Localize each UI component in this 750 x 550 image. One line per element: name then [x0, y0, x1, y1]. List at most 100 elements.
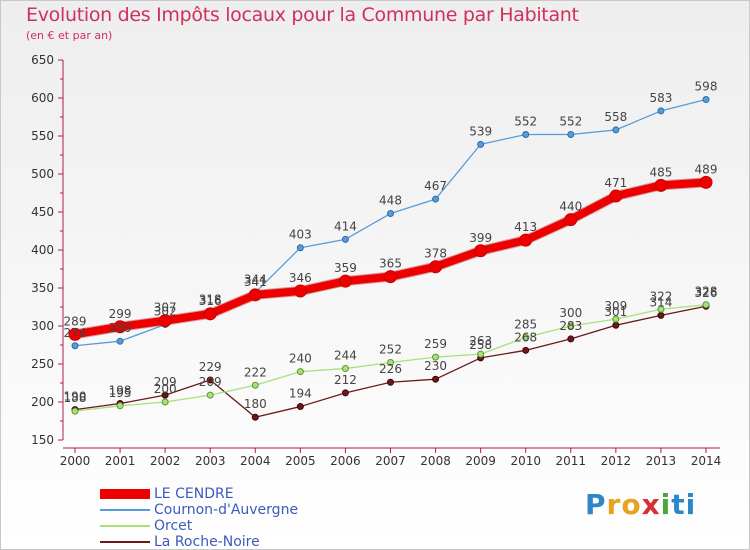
data-point-cournon-d-auvergne [522, 130, 530, 138]
legend-label-le-cendre: LE CENDRE [154, 486, 234, 502]
data-label-orcet: 263 [469, 334, 492, 348]
data-point-la-roche-noire [251, 413, 259, 421]
data-label-cournon-d-auvergne: 414 [334, 219, 357, 233]
logo-letter: x [641, 488, 661, 521]
chart-subtitle: (en € et par an) [26, 29, 113, 42]
data-label-orcet: 209 [199, 375, 222, 389]
x-tick-label: 2010 [510, 454, 541, 468]
data-label-la-roche-noire: 301 [604, 305, 627, 319]
proxiti-logo: Proxiti [585, 488, 696, 521]
x-axis: 2000 2001 2002 2003 2004 2005 2006 2007 2008 2009… [60, 447, 722, 468]
x-tick-label: 2001 [105, 454, 136, 468]
data-point-orcet [432, 353, 440, 361]
data-label-la-roche-noire: 229 [199, 360, 222, 374]
data-point-le-cendre [248, 288, 262, 302]
x-tick-label: 2007 [375, 454, 406, 468]
data-label-cournon-d-auvergne: 552 [514, 114, 537, 128]
data-label-cournon-d-auvergne: 274 [64, 326, 87, 340]
data-point-orcet [567, 322, 575, 330]
data-label-la-roche-noire: 198 [109, 384, 132, 398]
data-point-orcet [612, 315, 620, 323]
data-label-le-cendre: 299 [109, 307, 132, 321]
data-label-cournon-d-auvergne: 344 [244, 273, 267, 287]
data-label-cournon-d-auvergne: 302 [154, 304, 177, 318]
data-point-cournon-d-auvergne [116, 337, 124, 345]
data-label-la-roche-noire: 326 [695, 286, 718, 300]
data-point-orcet [522, 333, 530, 341]
data-label-cournon-d-auvergne: 558 [604, 110, 627, 124]
data-label-le-cendre: 359 [334, 261, 357, 275]
x-tick-label: 2008 [420, 454, 451, 468]
data-label-le-cendre: 307 [154, 301, 177, 315]
logo-letter: r [606, 488, 622, 521]
data-label-orcet: 259 [424, 337, 447, 351]
data-label-orcet: 309 [604, 299, 627, 313]
legend-label-la-roche-noire: La Roche-Noire [154, 534, 260, 550]
x-tick-label: 2003 [195, 454, 226, 468]
data-label-le-cendre: 440 [559, 200, 582, 214]
data-label-la-roche-noire: 212 [334, 373, 357, 387]
data-label-cournon-d-auvergne: 280 [109, 321, 132, 335]
data-point-orcet [387, 358, 394, 366]
data-point-cournon-d-auvergne [657, 107, 665, 115]
data-label-orcet: 252 [379, 342, 402, 356]
data-point-le-cendre [429, 260, 443, 274]
data-point-la-roche-noire [387, 378, 394, 386]
x-tick-label: 2014 [691, 454, 722, 468]
data-label-orcet: 222 [244, 365, 267, 379]
y-tick-label: 200 [31, 395, 54, 409]
point-labels: 289 299 307 316 341 346 359 365 378 399 413 440 471 4… [64, 80, 718, 412]
data-point-cournon-d-auvergne [567, 130, 575, 138]
y-tick-label: 650 [31, 53, 54, 67]
x-tick-label: 2005 [285, 454, 316, 468]
data-point-cournon-d-auvergne [612, 126, 620, 134]
logo-letter: i [660, 488, 672, 521]
data-label-le-cendre: 399 [469, 231, 492, 245]
data-point-orcet [702, 301, 710, 309]
data-label-la-roche-noire: 180 [244, 397, 267, 411]
data-label-cournon-d-auvergne: 583 [649, 91, 672, 105]
data-label-la-roche-noire: 258 [469, 338, 492, 352]
data-label-cournon-d-auvergne: 318 [199, 292, 222, 306]
legend-swatch-le-cendre [100, 489, 150, 499]
data-point-orcet [296, 368, 304, 376]
data-point-orcet [657, 305, 665, 313]
data-point-le-cendre [654, 178, 668, 192]
data-point-cournon-d-auvergne [432, 195, 440, 203]
data-label-le-cendre: 489 [695, 162, 718, 176]
data-label-orcet: 322 [649, 289, 672, 303]
data-point-orcet [161, 398, 169, 406]
data-label-le-cendre: 341 [244, 275, 267, 289]
data-point-le-cendre [203, 307, 217, 321]
data-point-orcet [116, 402, 124, 410]
y-tick-label: 350 [31, 281, 54, 295]
data-label-la-roche-noire: 226 [379, 362, 402, 376]
data-label-le-cendre: 346 [289, 271, 312, 285]
legend-label-cournon: Cournon-d'Auvergne [154, 502, 299, 518]
data-label-orcet: 200 [154, 382, 177, 396]
y-tick-label: 300 [31, 319, 54, 333]
data-label-le-cendre: 471 [604, 176, 627, 190]
data-label-orcet: 240 [289, 352, 312, 366]
data-label-la-roche-noire: 283 [559, 319, 582, 333]
data-label-la-roche-noire: 190 [64, 390, 87, 404]
logo-letter: P [585, 488, 607, 521]
data-point-orcet [206, 391, 214, 399]
data-point-le-cendre [699, 175, 713, 189]
data-label-la-roche-noire: 209 [154, 375, 177, 389]
data-label-cournon-d-auvergne: 598 [695, 80, 718, 94]
data-label-la-roche-noire: 314 [649, 295, 672, 309]
data-point-la-roche-noire [612, 321, 620, 329]
data-label-le-cendre: 413 [514, 220, 537, 234]
data-point-cournon-d-auvergne [477, 140, 485, 148]
data-label-orcet: 188 [64, 391, 87, 405]
y-tick-label: 600 [31, 91, 54, 105]
data-point-le-cendre [68, 327, 82, 341]
data-point-la-roche-noire [567, 335, 575, 343]
data-label-cournon-d-auvergne: 467 [424, 179, 447, 193]
data-label-le-cendre: 289 [64, 314, 87, 328]
legend-label-orcet: Orcet [154, 518, 193, 534]
data-label-orcet: 195 [109, 386, 132, 400]
data-label-la-roche-noire: 194 [289, 387, 312, 401]
